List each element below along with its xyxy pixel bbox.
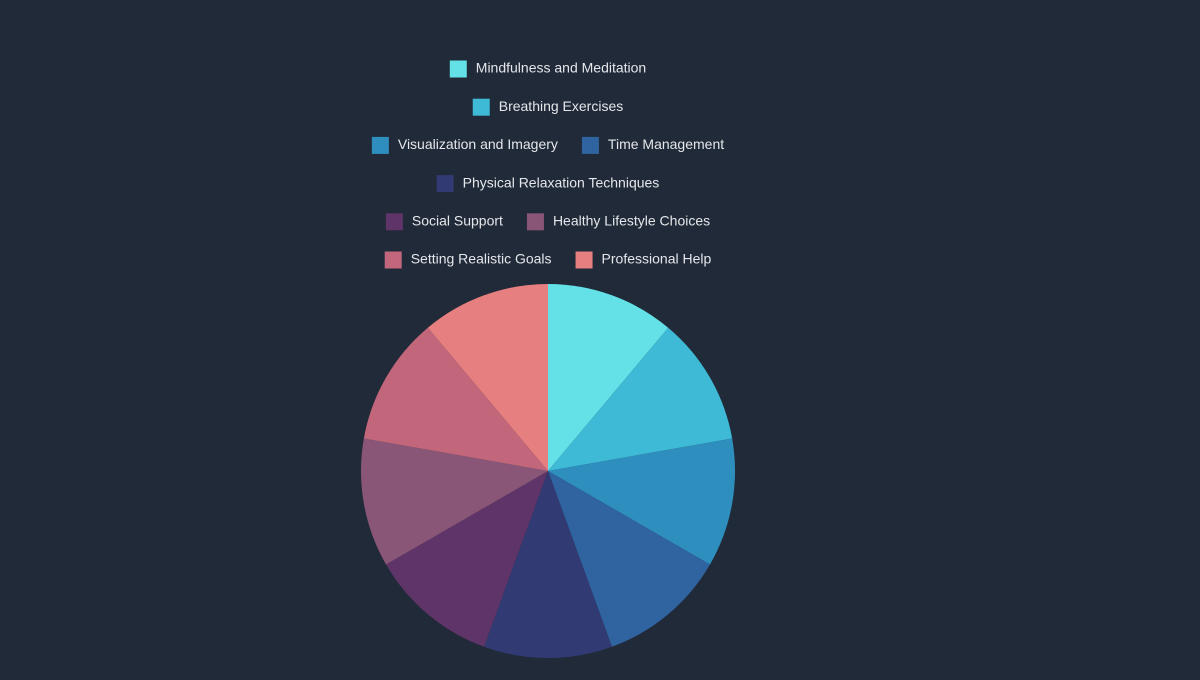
legend-swatch [384,251,402,269]
legend-item[interactable]: Visualization and Imagery [371,136,558,154]
legend-label: Time Management [608,136,724,152]
pie-slice [427,284,548,471]
legend-label: Healthy Lifestyle Choices [553,213,710,229]
legend-item[interactable]: Professional Help [575,251,712,269]
pie-slice [548,284,669,471]
legend-swatch [371,136,389,154]
pie-slice [363,327,548,471]
pie-slice [548,471,710,647]
legend-item[interactable]: Healthy Lifestyle Choices [526,213,710,231]
pie-slice [548,438,736,565]
legend-item[interactable]: Social Support [385,213,503,231]
pie-slice [484,471,612,659]
legend-label: Visualization and Imagery [398,136,558,152]
legend-swatch [581,136,599,154]
legend-item[interactable]: Physical Relaxation Techniques [436,174,660,193]
legend-item[interactable]: Setting Realistic Goals [384,251,552,269]
pie-slice [361,438,548,565]
pie-slice [386,471,548,647]
legend-item[interactable]: Mindfulness and Meditation [449,60,646,78]
pie-slice [548,327,733,471]
legend-swatch [436,175,454,193]
legend-item[interactable]: Time Management [581,136,724,154]
legend-swatch [472,98,490,116]
legend-swatch [385,213,403,231]
legend-swatch [575,251,593,269]
legend-label: Setting Realistic Goals [411,251,552,267]
legend-label: Mindfulness and Meditation [476,60,646,76]
legend-label: Social Support [412,213,503,229]
legend-label: Breathing Exercises [499,98,624,114]
legend-label: Professional Help [602,251,712,267]
legend-item[interactable]: Breathing Exercises [472,98,624,116]
legend-swatch [526,213,544,231]
legend-label: Physical Relaxation Techniques [463,174,660,190]
legend-swatch [449,60,467,78]
